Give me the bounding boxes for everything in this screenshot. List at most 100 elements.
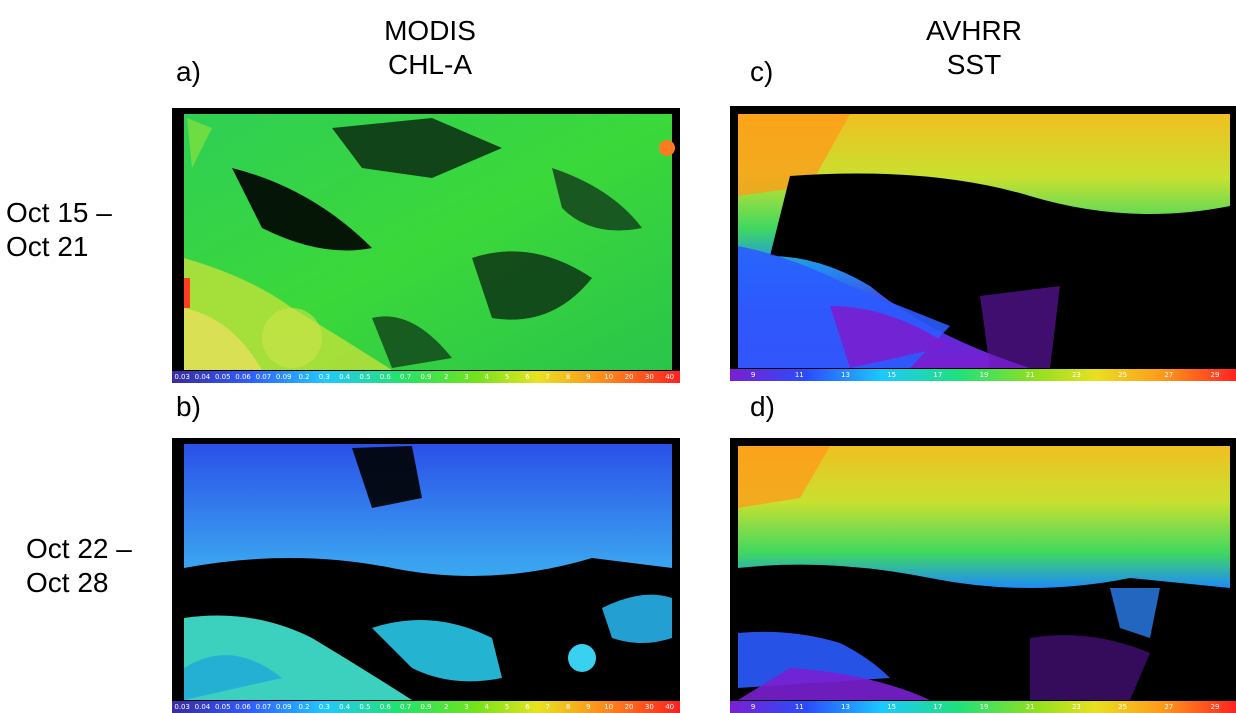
sst-colorbar-tick: 23	[1071, 703, 1081, 711]
chl-colorbar-a	[172, 371, 680, 383]
chl-colorbar-tick: 0.4	[339, 703, 351, 711]
chl-colorbar-tick: 0.7	[400, 703, 412, 711]
chl-colorbar-tick: 8	[565, 703, 571, 711]
chl-colorbar-tick: 0.06	[235, 703, 251, 711]
chl-colorbar-tick: 0.09	[275, 373, 292, 381]
chl-colorbar-tick: 3	[464, 373, 469, 381]
chl-colorbar-b	[172, 701, 680, 713]
chl-colorbar-tick: 9	[586, 703, 591, 711]
map-panel-b: 0.03 0.04 0.05 0.06 0.07 0.09 0.2 0.3 0.4 0.5 0.6 0…	[172, 438, 680, 713]
sst-colorbar-tick: 13	[841, 703, 850, 711]
sst-colorbar-tick: 17	[933, 703, 943, 711]
chl-colorbar-tick: 4	[484, 373, 490, 381]
chl-colorbar-tick: 0.9	[420, 703, 432, 711]
chl-colorbar-tick: 9	[586, 373, 591, 381]
chlorophyll-map-b	[184, 444, 672, 700]
map-panel-a: 0.03 0.04 0.05 0.06 0.07 0.09 0.2 0.3 0.4 0.5 0.6 0…	[172, 108, 680, 383]
map-panel-d: 9 11 13 15 17 19 21 23 25 27 29	[730, 438, 1236, 713]
chl-colorbar-tick: 0.6	[379, 703, 391, 711]
chl-colorbar-tick: 4	[484, 703, 490, 711]
sst-colorbar-tick: 19	[979, 703, 989, 711]
avhrr-header-line2: SST	[946, 49, 1002, 80]
chl-colorbar-tick: 0.5	[359, 703, 371, 711]
sst-colorbar-tick: 27	[1164, 703, 1174, 711]
row-label-week1-line2: Oct 21	[6, 231, 89, 262]
chl-colorbar-tick: 30	[644, 373, 654, 381]
chl-colorbar-tick: 20	[624, 373, 634, 381]
sst-colorbar-tick: 11	[794, 703, 804, 711]
chl-colorbar-tick: 0.04	[194, 373, 211, 381]
sst-map-c	[738, 114, 1230, 368]
chl-colorbar-tick: 0.07	[255, 373, 272, 381]
row-label-week2-line1: Oct 22 –	[26, 533, 132, 564]
sst-colorbar-c	[730, 369, 1236, 381]
sst-colorbar-tick: 21	[1025, 371, 1035, 379]
sst-colorbar-tick: 25	[1118, 371, 1128, 379]
chl-colorbar-tick: 6	[525, 703, 530, 711]
chlorophyll-map-a	[184, 114, 675, 370]
panel-label-d: d)	[750, 391, 775, 422]
chl-colorbar-tick: 0.05	[214, 703, 231, 711]
chl-colorbar-labels-a: 0.03 0.04 0.05 0.06 0.07 0.09 0.2 0.3 0.4 0.5 0.6 0…	[172, 371, 680, 383]
chl-colorbar-tick: 30	[644, 703, 654, 711]
sst-colorbar-tick: 29	[1210, 371, 1220, 379]
panel-label-b: b)	[176, 391, 201, 422]
chl-colorbar-tick: 2	[443, 373, 449, 381]
chl-colorbar-tick: 0.07	[255, 703, 272, 711]
map-panel-c: 9 11 13 15 17 19 21 23 25 27 29	[730, 106, 1236, 381]
sst-colorbar-tick: 21	[1025, 703, 1035, 711]
sst-colorbar-tick: 25	[1118, 703, 1128, 711]
chl-colorbar-tick: 0.05	[214, 373, 231, 381]
chl-colorbar-tick: 0.04	[194, 703, 211, 711]
sst-colorbar-tick: 15	[887, 371, 897, 379]
chl-colorbar-tick: 7	[545, 703, 551, 711]
chl-colorbar-tick: 0.7	[400, 373, 412, 381]
chl-colorbar-tick: 8	[565, 373, 571, 381]
chl-colorbar-tick: 0.6	[379, 373, 391, 381]
chl-colorbar-tick: 0.9	[420, 373, 432, 381]
sst-colorbar-tick: 13	[841, 371, 850, 379]
avhrr-header: AVHRR SST	[904, 14, 1044, 82]
sst-map-d	[738, 446, 1230, 700]
sst-colorbar-tick: 27	[1164, 371, 1174, 379]
chl-colorbar-tick: 10	[604, 373, 614, 381]
row-label-week2-line2: Oct 28	[26, 567, 109, 598]
chl-colorbar-tick: 7	[545, 373, 551, 381]
row-label-week1: Oct 15 – Oct 21	[6, 196, 112, 264]
modis-header-line2: CHL-A	[387, 49, 472, 80]
chl-colorbar-tick: 0.2	[298, 373, 310, 381]
row-label-week1-line1: Oct 15 –	[6, 197, 112, 228]
panel-label-a: a)	[176, 56, 201, 87]
sst-colorbar-labels-c: 9 11 13 15 17 19 21 23 25 27 29	[730, 369, 1236, 381]
chl-colorbar-tick: 2	[443, 703, 449, 711]
chl-colorbar-tick: 0.03	[174, 703, 190, 711]
chl-colorbar-tick: 10	[604, 703, 614, 711]
chl-colorbar-tick: 0.03	[174, 373, 190, 381]
sst-colorbar-tick: 9	[750, 703, 756, 711]
sst-colorbar-tick: 15	[887, 703, 897, 711]
chl-colorbar-tick: 3	[464, 703, 469, 711]
modis-header-line1: MODIS	[384, 15, 476, 46]
modis-header: MODIS CHL-A	[360, 14, 500, 82]
sst-colorbar-tick: 17	[933, 371, 943, 379]
sst-colorbar-labels-d: 9 11 13 15 17 19 21 23 25 27 29	[730, 701, 1236, 713]
chl-colorbar-labels-b: 0.03 0.04 0.05 0.06 0.07 0.09 0.2 0.3 0.4 0.5 0.6 0…	[172, 701, 680, 713]
sst-colorbar-tick: 29	[1210, 703, 1220, 711]
sst-colorbar-tick: 9	[750, 371, 756, 379]
chl-colorbar-tick: 0.3	[318, 373, 330, 381]
chl-colorbar-tick: 5	[504, 373, 510, 381]
sst-colorbar-tick: 23	[1071, 371, 1081, 379]
chl-colorbar-tick: 0.3	[318, 703, 330, 711]
sst-colorbar-tick: 19	[979, 371, 989, 379]
sst-colorbar-tick: 11	[794, 371, 804, 379]
chl-colorbar-tick: 0.06	[235, 373, 251, 381]
chl-colorbar-tick: 0.09	[275, 703, 292, 711]
chl-colorbar-tick: 0.5	[359, 373, 371, 381]
avhrr-header-line1: AVHRR	[926, 15, 1022, 46]
chl-colorbar-tick: 0.2	[298, 703, 310, 711]
chl-colorbar-tick: 40	[665, 373, 675, 381]
chl-colorbar-tick: 40	[665, 703, 675, 711]
row-label-week2: Oct 22 – Oct 28	[26, 532, 132, 600]
panel-label-c: c)	[750, 56, 774, 87]
sst-colorbar-d	[730, 701, 1236, 713]
